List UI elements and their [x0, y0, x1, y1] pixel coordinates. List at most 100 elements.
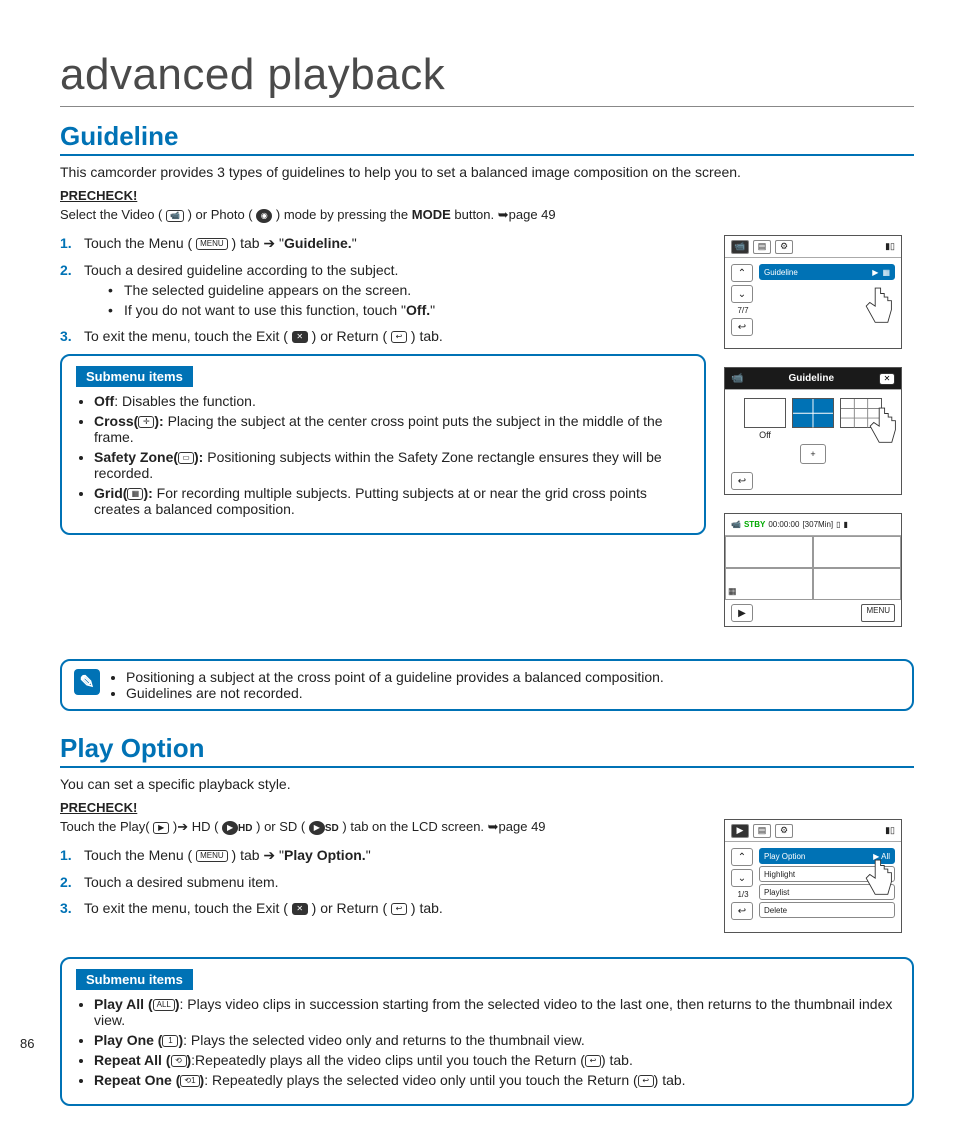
step2-sub1: The selected guideline appears on the sc…	[84, 282, 706, 298]
m3: Playlist	[764, 888, 789, 897]
return-icon: ↩	[638, 1075, 654, 1087]
guideline-cross[interactable]	[792, 398, 834, 440]
step-2: 2. Touch a desired guideline according t…	[60, 262, 706, 318]
m4: Delete	[764, 906, 787, 915]
hd-play-icon: ▶	[222, 821, 238, 835]
return-button[interactable]: ↩	[731, 472, 753, 490]
play-button[interactable]: ▶	[731, 604, 753, 622]
grid-icon: ▦	[127, 488, 143, 500]
sm-c-t: Placing the subject at the center cross …	[94, 413, 663, 445]
step1-c: "	[352, 235, 357, 251]
step-3b: 3. To exit the menu, touch the Exit ( ✕ …	[60, 900, 706, 916]
po-t: : Plays the selected video only and retu…	[183, 1032, 585, 1048]
note-1: Positioning a subject at the cross point…	[126, 669, 664, 685]
page-number: 86	[20, 1036, 34, 1051]
guideline-off[interactable]: Off	[744, 398, 786, 440]
ra-t: :Repeatedly plays all the video clips un…	[191, 1052, 585, 1068]
step1-bold: Guideline.	[284, 235, 352, 251]
time-label: 00:00:00	[768, 520, 799, 529]
step-num: 3.	[60, 328, 72, 344]
exit-icon: ✕	[292, 903, 308, 915]
screen-title: Guideline	[788, 373, 834, 384]
nav-up-button[interactable]: ⌃	[731, 848, 753, 866]
touch-hand-icon	[859, 284, 895, 330]
menu-item-delete[interactable]: Delete	[759, 902, 895, 918]
device-screen-live: 📹 STBY 00:00:00 [307Min] ▯ ▮ ▦ ▶ MENU	[724, 513, 902, 627]
s2-3c: ) tab.	[411, 900, 443, 916]
list-tab-icon[interactable]: ▤	[753, 240, 771, 254]
s2-1bold: Play Option.	[284, 847, 366, 863]
sm-g-b: Grid(	[94, 485, 127, 501]
nav-down-button[interactable]: ⌄	[731, 869, 753, 887]
menu-item-guideline[interactable]: Guideline ▶▦	[759, 264, 895, 280]
settings-tab-icon[interactable]: ⚙	[775, 824, 793, 838]
ra-b: Repeat All (	[94, 1052, 171, 1068]
note-icon: ✎	[74, 669, 100, 695]
device-screen-playoption: ▶ ▤ ⚙ ▮▯ ⌃ ⌄ 1/3 ↩ Play Option▶ A	[724, 819, 902, 933]
pc2d: ) tab on the LCD screen. ➥page 49	[342, 819, 545, 834]
sm-repeat-all: Repeat All (⟲):Repeatedly plays all the …	[94, 1052, 898, 1068]
sm-c-b2: ):	[154, 413, 163, 429]
pa-t: : Plays video clips in succession starti…	[94, 996, 892, 1028]
camera-icon: 📹	[731, 520, 741, 529]
play-tab-icon[interactable]: ▶	[731, 824, 749, 838]
sm-off-b: Off	[94, 393, 114, 409]
step-3: 3. To exit the menu, touch the Exit ( ✕ …	[60, 328, 706, 344]
sm-s-b: Safety Zone(	[94, 449, 178, 465]
ro-t2: ) tab.	[654, 1072, 686, 1088]
sm-s-b2: ):	[194, 449, 203, 465]
sm-cross: Cross(✛): Placing the subject at the cen…	[94, 413, 690, 445]
note-2: Guidelines are not recorded.	[126, 685, 664, 701]
sm-repeat-one: Repeat One (⟲1): Repeatedly plays the se…	[94, 1072, 898, 1088]
hd-label: HD	[238, 823, 252, 834]
grid-mini-icon: ▦	[882, 268, 890, 277]
menu-label: Guideline	[764, 268, 798, 277]
safety-zone-thumb[interactable]: +	[800, 444, 826, 464]
menu-button[interactable]: MENU	[861, 604, 895, 622]
repeat-all-icon: ⟲	[171, 1055, 187, 1067]
s2-1a: Touch the Menu (	[84, 847, 192, 863]
s2-3a: To exit the menu, touch the Exit (	[84, 900, 288, 916]
precheck-pre: Select the Video (	[60, 207, 162, 222]
return-icon: ↩	[391, 903, 407, 915]
return-button[interactable]: ↩	[731, 318, 753, 336]
battery-icon: ▮	[844, 520, 848, 529]
submenu-box-playoption: Submenu items Play All (ALL): Plays vide…	[60, 957, 914, 1106]
step1-a: Touch the Menu (	[84, 235, 192, 251]
pc2a: Touch the Play(	[60, 819, 150, 834]
s2-3b: ) or Return (	[312, 900, 387, 916]
pa-b: Play All (	[94, 996, 153, 1012]
precheck-tail: button. ➥page 49	[454, 207, 555, 222]
step-num: 2.	[60, 262, 72, 278]
close-button[interactable]: ✕	[879, 373, 895, 385]
sm-off-t: : Disables the function.	[114, 393, 256, 409]
manual-page: advanced playback Guideline This camcord…	[0, 0, 954, 1126]
settings-tab-icon[interactable]: ⚙	[775, 240, 793, 254]
video-mode-icon: 📹	[166, 210, 184, 222]
exit-icon: ✕	[292, 331, 308, 343]
off-label: Off	[744, 430, 786, 440]
submenu-box-guideline: Submenu items Off: Disables the function…	[60, 354, 706, 535]
video-tab-icon[interactable]: 📹	[731, 240, 749, 254]
page-indicator: 7/7	[731, 306, 755, 315]
m2: Highlight	[764, 870, 795, 879]
list-tab-icon[interactable]: ▤	[753, 824, 771, 838]
device-screen-guideline-select: 📹 Guideline ✕ Off	[724, 367, 902, 495]
pc2b: )➔ HD (	[173, 819, 219, 834]
sm-g-b2: ):	[143, 485, 152, 501]
mode-bold: MODE	[412, 207, 451, 222]
play-icon: ▶	[153, 822, 169, 834]
nav-up-button[interactable]: ⌃	[731, 264, 753, 282]
repeat-one-icon: ⟲1	[180, 1075, 199, 1087]
s2-2: Touch a desired submenu item.	[84, 874, 279, 890]
ro-t: : Repeatedly plays the selected video on…	[204, 1072, 637, 1088]
s2-1c: "	[366, 847, 371, 863]
nav-down-button[interactable]: ⌄	[731, 285, 753, 303]
live-view-grid: ▦	[725, 536, 901, 600]
sm-safety: Safety Zone(▭): Positioning subjects wit…	[94, 449, 690, 481]
step1-b: ) tab ➔ "	[232, 235, 285, 251]
sm-off: Off: Disables the function.	[94, 393, 690, 409]
sm-play-all: Play All (ALL): Plays video clips in suc…	[94, 996, 898, 1028]
return-button[interactable]: ↩	[731, 902, 753, 920]
ro-b: Repeat One (	[94, 1072, 180, 1088]
